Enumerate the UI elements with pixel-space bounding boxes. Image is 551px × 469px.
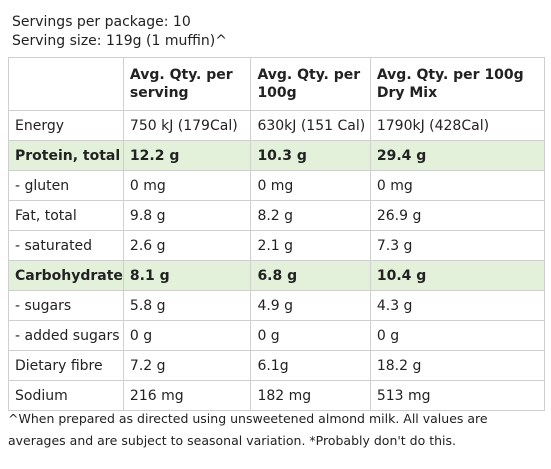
cell: 1790kJ (428Cal)	[369, 110, 546, 141]
cell: 2.1 g	[250, 230, 371, 261]
nutrient: - gluten	[8, 170, 124, 201]
nutrient: Energy	[8, 110, 124, 141]
servings: Servings per package: 10	[12, 14, 191, 30]
row: - sugars 5.8 g 4.9 g 4.3 g	[8, 290, 546, 321]
column-header: Avg. Qty. per 100g Dry Mix	[369, 57, 546, 111]
cell: 10.4 g	[369, 260, 546, 291]
cell: 0 mg	[250, 170, 371, 201]
column-header: Avg. Qty. per 100g	[250, 57, 371, 111]
nutrient: Protein, total	[8, 140, 124, 171]
cell: 8.1 g	[122, 260, 252, 291]
cell: 8.2 g	[250, 200, 371, 231]
column-header: Avg. Qty. per serving	[122, 57, 252, 111]
row: Carbohydrate 8.1 g 6.8 g 10.4 g	[8, 260, 546, 291]
cell: 2.6 g	[122, 230, 252, 261]
row: Fat, total 9.8 g 8.2 g 26.9 g	[8, 200, 546, 231]
cell: 0 mg	[369, 170, 546, 201]
cell: 7.3 g	[369, 230, 546, 261]
cell: 6.1g	[250, 350, 371, 381]
cell: 12.2 g	[122, 140, 252, 171]
row: Protein, total 12.2 g 10.3 g 29.4 g	[8, 140, 546, 171]
header-row: Avg. Qty. per serving Avg. Qty. per 100g A…	[8, 57, 546, 111]
row: - saturated 2.6 g 2.1 g 7.3 g	[8, 230, 546, 261]
cell: 29.4 g	[369, 140, 546, 171]
row: Sodium 216 mg 182 mg 513 mg	[8, 380, 546, 411]
nutrient: Dietary fibre	[8, 350, 124, 381]
cell: 7.2 g	[122, 350, 252, 381]
cell: 4.9 g	[250, 290, 371, 321]
cell: 182 mg	[250, 380, 371, 411]
nutrient: - sugars	[8, 290, 124, 321]
cell: 4.3 g	[369, 290, 546, 321]
column-header	[8, 57, 124, 111]
cell: 18.2 g	[369, 350, 546, 381]
row: Dietary fibre 7.2 g 6.1g 18.2 g	[8, 350, 546, 381]
footnote: ^When prepared as directed using unsweet…	[8, 411, 488, 448]
nutrient: - added sugars	[8, 320, 124, 351]
cell: 513 mg	[369, 380, 546, 411]
cell: 0 g	[250, 320, 371, 351]
row: - gluten 0 mg 0 mg 0 mg	[8, 170, 546, 201]
row: Energy 750 kJ (179Cal) 630kJ (151 Cal) 1790…	[8, 110, 546, 141]
cell: 630kJ (151 Cal)	[250, 110, 371, 141]
cell: 750 kJ (179Cal)	[122, 110, 252, 141]
nutrient: Sodium	[8, 380, 124, 411]
nutrient: Fat, total	[8, 200, 124, 231]
cell: 26.9 g	[369, 200, 546, 231]
cell: 10.3 g	[250, 140, 371, 171]
cell: 0 mg	[122, 170, 252, 201]
cell: 6.8 g	[250, 260, 371, 291]
cell: 0 g	[369, 320, 546, 351]
nutrient: Carbohydrate	[8, 260, 124, 291]
nutrition-table: Avg. Qty. per serving Avg. Qty. per 100g A…	[8, 57, 546, 411]
serving-size: Serving size: 119g (1 muffin)^	[12, 33, 227, 49]
cell: 9.8 g	[122, 200, 252, 231]
nutrient: - saturated	[8, 230, 124, 261]
cell: 0 g	[122, 320, 252, 351]
cell: 216 mg	[122, 380, 252, 411]
cell: 5.8 g	[122, 290, 252, 321]
